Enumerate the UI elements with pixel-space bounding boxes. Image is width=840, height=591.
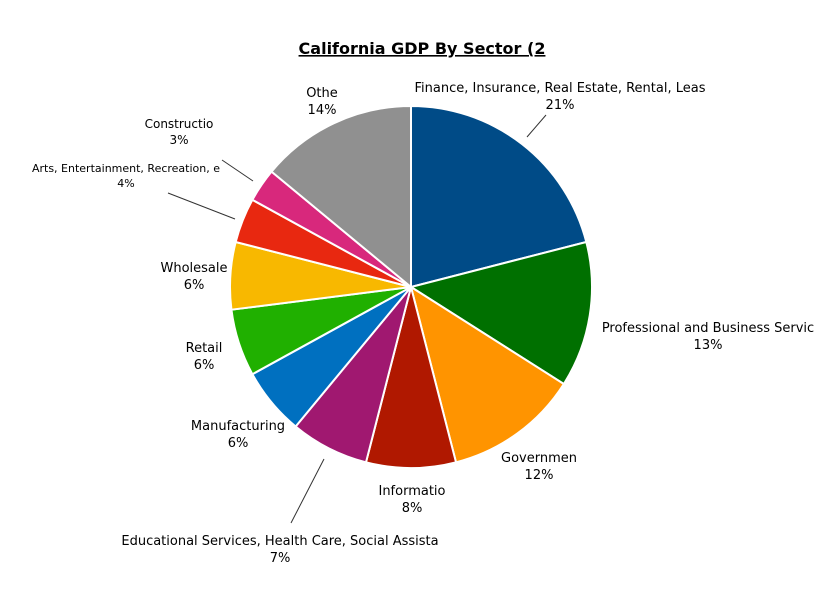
pie-slice [409,284,566,464]
slice-label: Finance, Insurance, Real Estate, Rental,… [415,81,706,96]
slice-percent-label: 7% [270,551,291,566]
leader-line [526,114,547,138]
slice-percent-label: 3% [169,133,188,147]
slice-percent-label: 14% [308,103,337,118]
slice-label: Professional and Business Servic [602,321,814,336]
slice-percent-label: 6% [228,436,249,451]
leader-line [167,192,236,220]
pie-slice [410,104,588,289]
pie-slice [364,286,458,469]
slice-percent-label: 21% [546,98,575,113]
slice-percent-label: 13% [694,338,723,353]
slice-labels: Finance, Insurance, Real Estate, Rental,… [32,81,814,566]
leader-line [290,458,325,524]
pie-slice [270,104,412,290]
leader-lines [167,114,547,524]
slice-label: Retail [186,341,223,356]
slice-percent-label: 8% [402,501,423,516]
slice-label: Governmen [501,451,577,466]
slice-label: Constructio [145,117,214,131]
slice-percent-label: 4% [117,177,134,190]
slice-label: Educational Services, Health Care, Socia… [121,534,438,549]
slice-percent-label: 6% [194,358,215,373]
chart-title: California GDP By Sector (2 [299,39,546,58]
pie-slices [229,104,593,469]
slice-label: Arts, Entertainment, Recreation, e [32,162,220,175]
leader-line [221,159,254,182]
slice-label: Informatio [378,484,445,499]
slice-percent-label: 6% [184,278,205,293]
slice-label: Wholesale [160,261,227,276]
slice-percent-label: 12% [525,468,554,483]
slice-label: Othe [306,86,338,101]
slice-label: Manufacturing [191,419,285,434]
pie-slice [408,240,593,386]
